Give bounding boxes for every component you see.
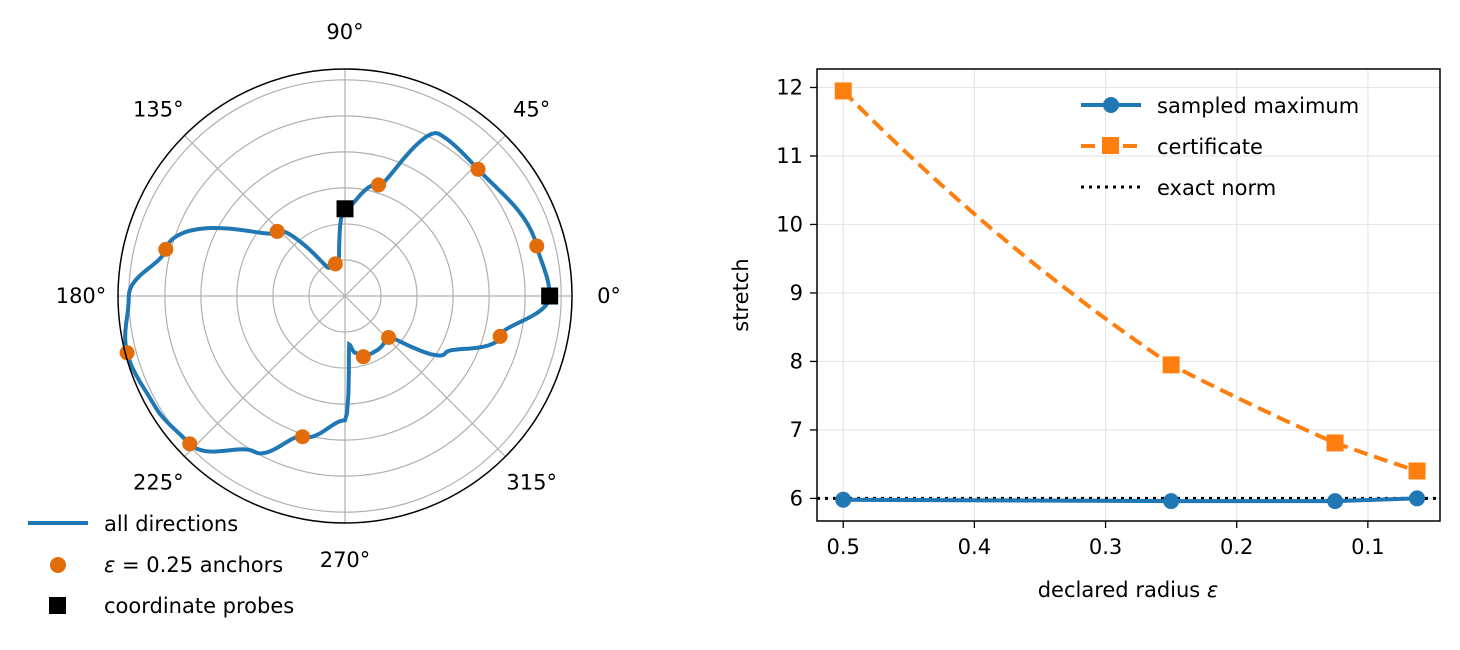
probe-point	[336, 200, 354, 218]
anchor-point	[529, 238, 545, 254]
polar-legend: all directions ε = 0.25 anchors coordina…	[28, 512, 294, 618]
legend-label-exact-norm: exact norm	[1157, 176, 1276, 200]
x-tick-label: 0.5	[827, 535, 860, 559]
series-line-sampled-maximum	[843, 496, 1418, 504]
anchor-point	[381, 329, 397, 345]
x-axis-label-symbol: ε	[1207, 578, 1218, 602]
x-tick-label: 0.4	[958, 535, 991, 559]
legend-label-coordinate-probes: coordinate probes	[104, 594, 294, 618]
legend-label-anchors: ε = 0.25 anchors	[104, 553, 283, 577]
y-axis-label: stretch	[729, 258, 753, 331]
theta-tick-label: 0°	[597, 284, 621, 308]
line-chart-grid	[817, 69, 1440, 521]
legend-anchor-swatch	[50, 557, 66, 573]
polar-chart: 0° 45° 90° 135° 180° 225° 270° 315°	[56, 20, 621, 572]
line-chart-legend: sampled maximum certificate exact norm	[1081, 94, 1359, 200]
series-line-certificate	[841, 89, 1418, 473]
anchor-point	[355, 349, 371, 365]
theta-grid-line	[184, 295, 346, 457]
sampled-maximum-markers	[835, 490, 1426, 510]
theta-grid-line	[344, 135, 506, 297]
x-axis-label-text: declared radius	[1038, 578, 1207, 602]
anchor-points	[119, 161, 545, 452]
anchor-point	[119, 345, 135, 361]
x-tick-label: 0.3	[1089, 535, 1122, 559]
theta-tick-label: 45°	[513, 97, 550, 121]
theta-tick-label: 270°	[320, 548, 371, 572]
certificate-markers	[834, 82, 1426, 480]
polar-frame	[117, 68, 573, 524]
theta-tick-label: 315°	[506, 471, 557, 495]
legend-marker-sampled-maximum	[1103, 97, 1119, 113]
sampled-maximum-marker	[1409, 490, 1426, 507]
certificate-marker	[1326, 434, 1344, 452]
theta-tick-label: 180°	[56, 284, 107, 308]
y-tick-label: 12	[776, 75, 803, 99]
theta-grid-line	[344, 295, 506, 457]
anchor-point	[327, 256, 343, 272]
theta-grid-line	[184, 135, 346, 297]
legend-marker-certificate	[1102, 137, 1119, 154]
y-tick-label: 6	[790, 486, 803, 510]
theta-tick-label: 135°	[133, 97, 184, 121]
y-tick-label: 8	[790, 349, 803, 373]
anchor-point	[492, 328, 508, 344]
legend-anchors-rest: = 0.25 anchors	[115, 553, 283, 577]
certificate-marker	[834, 82, 852, 100]
x-tick-label: 0.2	[1220, 535, 1253, 559]
y-tick-label: 10	[776, 212, 803, 236]
polar-theta-ticks: 0° 45° 90° 135° 180° 225° 270° 315°	[56, 20, 621, 572]
polar-grid	[118, 69, 572, 523]
sampled-maximum-marker	[1163, 493, 1180, 510]
anchor-point	[269, 223, 285, 239]
theta-tick-label: 225°	[133, 471, 184, 495]
sampled-maximum-marker	[835, 491, 852, 508]
legend-probe-swatch	[49, 597, 66, 614]
sampled-maximum-marker	[1327, 493, 1344, 510]
anchor-point	[470, 161, 486, 177]
series-line-all-directions	[123, 130, 552, 456]
theta-tick-label: 90°	[326, 20, 363, 44]
anchor-point	[295, 429, 311, 445]
legend-label-all-directions: all directions	[104, 512, 238, 536]
axes-frame	[816, 68, 1441, 522]
x-tick-label: 0.1	[1351, 535, 1384, 559]
line-chart: 0.5 0.4 0.3 0.2 0.1 6 7 8 9 10 11 12 declared radiu…	[729, 68, 1441, 602]
anchor-point	[158, 241, 174, 257]
axis-ticks: 0.5 0.4 0.3 0.2 0.1 6 7 8 9 10 11 12	[776, 75, 1384, 559]
y-tick-label: 9	[790, 281, 803, 305]
anchor-point	[371, 177, 387, 193]
y-tick-label: 7	[790, 418, 803, 442]
legend-label-sampled-maximum: sampled maximum	[1157, 94, 1359, 118]
probe-points	[336, 200, 559, 305]
legend-anchors-symbol: ε	[104, 553, 115, 577]
anchor-point	[182, 436, 198, 452]
certificate-marker	[1408, 462, 1426, 480]
probe-point	[541, 287, 559, 305]
y-tick-label: 11	[776, 144, 803, 168]
x-axis-label: declared radius ε	[1038, 578, 1219, 602]
legend-label-certificate: certificate	[1157, 135, 1263, 159]
certificate-marker	[1162, 356, 1180, 374]
